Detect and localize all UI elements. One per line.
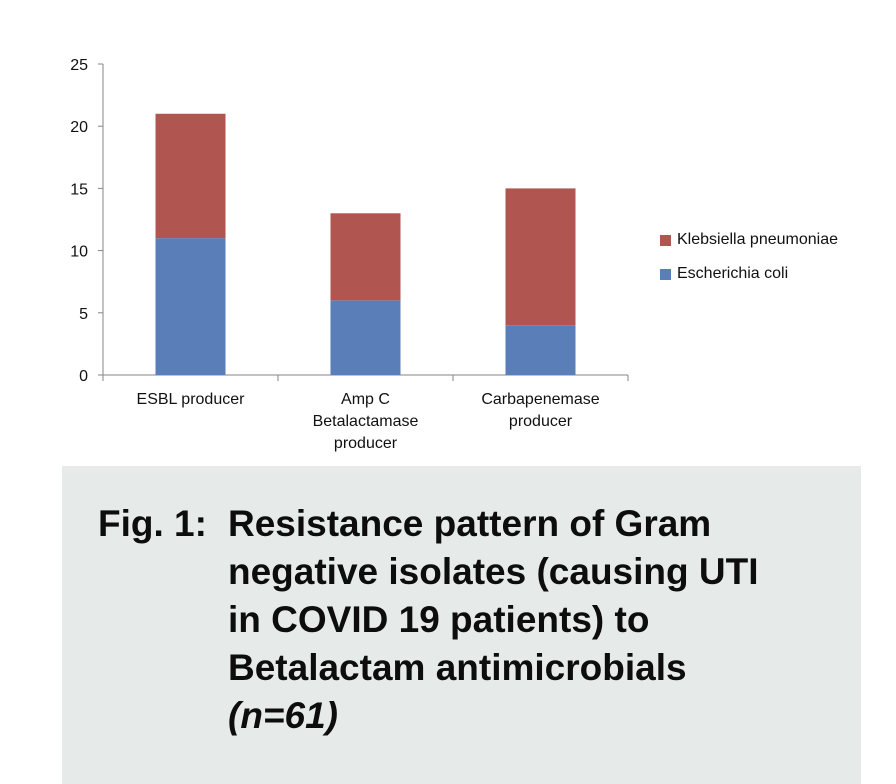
y-tick-label: 0: [79, 368, 88, 385]
x-category-label-line: ESBL producer: [136, 391, 245, 408]
bar-escherichia-coli: [155, 238, 226, 375]
x-category-label-line: producer: [508, 413, 573, 430]
figure-title: Resistance pattern of Gram negative isol…: [228, 503, 759, 688]
x-category-label: ESBL producer: [106, 389, 276, 411]
x-category-label-line: Carbapenemase: [481, 391, 600, 408]
stacked-bar-chart: 0 5 10 15 20 25: [70, 57, 629, 385]
legend-swatch: [660, 268, 671, 280]
legend-swatch: [660, 234, 671, 246]
caption-box: [62, 466, 861, 784]
x-category-label-line: producer: [333, 435, 398, 452]
figure-title-block: Resistance pattern of Gram negative isol…: [228, 500, 788, 740]
bar-escherichia-coli: [505, 325, 576, 375]
chart-area: 0 5 10 15 20 25 ESBL producer Amp C Betalactama…: [70, 57, 838, 455]
y-tick-label: 20: [70, 119, 88, 136]
legend-item: Klebsiella pneumoniae: [660, 229, 838, 251]
legend-label: Escherichia coli: [677, 265, 789, 282]
y-tick-label: 15: [70, 181, 88, 198]
bar-klebsiella-pneumoniae: [505, 188, 576, 326]
figure-number: Fig. 1:: [98, 503, 207, 544]
x-category-label: Carbapenemase producer: [456, 389, 626, 433]
bar-escherichia-coli: [330, 300, 401, 375]
x-category-label-line: Amp C: [341, 391, 390, 408]
chart-legend: Klebsiella pneumoniae Escherichia coli: [660, 229, 838, 297]
y-tick-label: 25: [70, 57, 88, 74]
bar-klebsiella-pneumoniae: [330, 213, 401, 301]
x-category-label: Amp C Betalactamase producer: [281, 389, 451, 455]
y-tick-label: 10: [70, 244, 88, 261]
bar-klebsiella-pneumoniae: [155, 113, 226, 239]
y-tick-label: 5: [79, 306, 88, 323]
legend-label: Klebsiella pneumoniae: [677, 231, 838, 248]
x-category-label-line: Betalactamase: [312, 413, 419, 430]
sample-size: (n=61): [228, 695, 339, 736]
legend-item: Escherichia coli: [660, 263, 838, 285]
